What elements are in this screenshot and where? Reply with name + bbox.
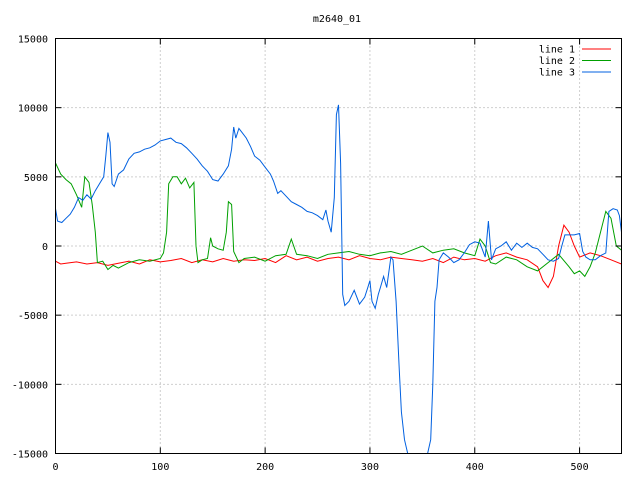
series-layer (55, 104, 622, 454)
y-tick-label: -15000 (12, 450, 48, 461)
x-tick-label: 0 (52, 462, 58, 473)
series-line-3 (55, 104, 622, 454)
legend-label-3: line 3 (539, 68, 575, 79)
x-tick-label: 300 (361, 462, 379, 473)
grid (55, 38, 622, 454)
x-axis-labels: 0 100 200 300 400 500 (52, 462, 588, 473)
series-line-1 (55, 224, 622, 289)
chart-title: m2640_01 (313, 14, 361, 25)
y-tick-label: 15000 (18, 35, 48, 46)
x-tick-label: 200 (256, 462, 274, 473)
y-tick-label: 0 (42, 242, 48, 253)
series-line-2 (55, 162, 622, 278)
x-tick-label: 100 (151, 462, 169, 473)
y-tick-label: -10000 (12, 380, 48, 391)
x-tick-label: 500 (571, 462, 589, 473)
legend-label-2: line 2 (539, 56, 575, 67)
ticks (55, 38, 622, 454)
y-axis-labels: -15000 -10000 -5000 0 5000 10000 15000 (12, 35, 48, 461)
y-tick-label: -5000 (18, 311, 48, 322)
x-tick-label: 400 (466, 462, 484, 473)
y-tick-label: 10000 (18, 104, 48, 115)
legend-label-1: line 1 (539, 45, 575, 56)
y-tick-label: 5000 (24, 173, 48, 184)
